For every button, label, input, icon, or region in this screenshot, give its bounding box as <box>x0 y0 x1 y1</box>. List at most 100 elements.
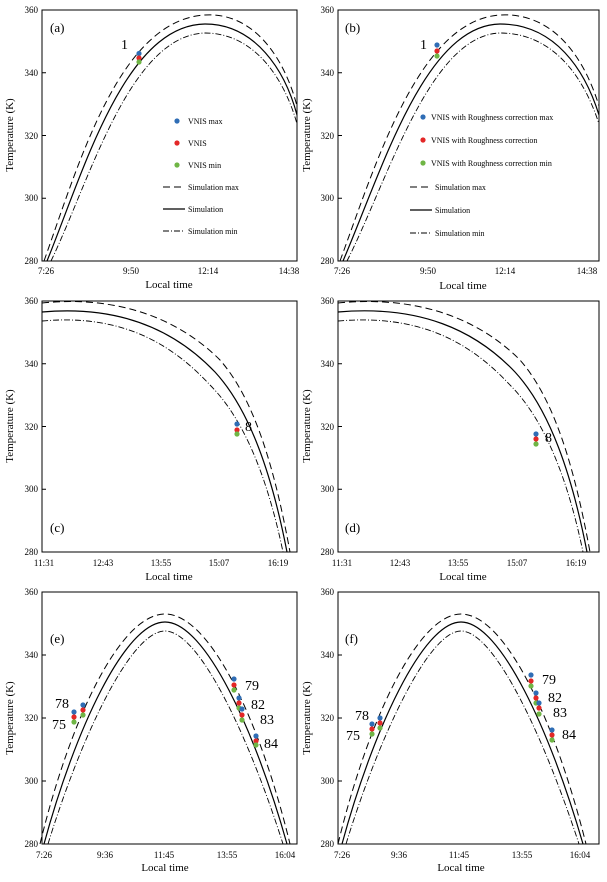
point-annotation: 1 <box>420 38 427 53</box>
simulation-min-line <box>41 319 284 553</box>
legend: VNIS with Roughness correction max VNIS … <box>410 113 553 238</box>
y-tick-label: 300 <box>25 193 39 203</box>
y-tick-label: 360 <box>25 5 39 15</box>
y-ticks: 360 340 320 300 280 <box>321 296 342 557</box>
x-tick-label: 16:19 <box>566 558 587 568</box>
point-annotation: 79 <box>245 679 259 694</box>
simulation-max-line <box>43 14 298 262</box>
vnis-min-point <box>528 683 534 689</box>
x-tick-label: 7:26 <box>334 266 351 276</box>
x-tick-label: 9:36 <box>97 850 114 860</box>
simulation-min-line <box>337 319 584 553</box>
vnis-max-point <box>533 431 539 437</box>
y-axis-label: Temperature (K) <box>4 389 16 463</box>
y-axis-label: Temperature (K) <box>301 389 313 463</box>
panel-label: (e) <box>50 631 64 646</box>
vnis-point <box>234 427 240 433</box>
y-tick-label: 360 <box>321 587 335 597</box>
point-annotation: 84 <box>264 737 278 752</box>
x-tick-label: 9:50 <box>420 266 437 276</box>
x-axis-label: Local time <box>439 571 486 583</box>
y-axis-label: Temperature (K) <box>301 681 313 755</box>
vnis-point <box>71 714 77 720</box>
vnis-max-point <box>533 690 539 696</box>
point-annotation: 82 <box>251 698 265 713</box>
y-ticks: 360 340 320 300 280 <box>321 5 342 266</box>
plot-frame <box>41 300 298 553</box>
vnis-max-point <box>377 715 383 721</box>
vnis-max-point <box>434 42 440 48</box>
y-tick-label: 320 <box>321 131 335 141</box>
x-tick-label: 16:19 <box>268 558 289 568</box>
x-ticks: 7:26 9:36 11:45 13:55 16:04 <box>334 850 591 860</box>
legend-marker <box>174 118 180 124</box>
x-tick-label: 14:38 <box>279 266 300 276</box>
plot-frame <box>41 9 298 262</box>
y-axis-label: Temperature (K) <box>4 681 16 755</box>
x-tick-label: 13:55 <box>217 850 238 860</box>
x-tick-label: 13:55 <box>512 850 533 860</box>
x-tick-label: 11:31 <box>332 558 352 568</box>
legend-label: Simulation max <box>188 183 239 192</box>
vnis-point <box>533 695 539 701</box>
simulation-min-line <box>345 630 580 845</box>
vnis-max-point <box>71 709 77 715</box>
vnis-point <box>236 700 242 706</box>
y-tick-label: 340 <box>25 650 39 660</box>
point-annotation: 8 <box>545 431 552 446</box>
point-annotation: 1 <box>121 38 128 53</box>
vnis-point <box>528 678 534 684</box>
y-tick-label: 280 <box>321 547 335 557</box>
vnis-point <box>377 720 383 726</box>
vnis-max-point <box>369 721 375 727</box>
panel-label: (d) <box>345 520 360 535</box>
x-tick-label: 7:26 <box>38 266 55 276</box>
legend-label: VNIS with Roughness correction min <box>431 159 552 168</box>
vnis-point <box>80 707 86 713</box>
point-annotation: 83 <box>260 713 274 728</box>
x-tick-label: 14:38 <box>577 266 598 276</box>
x-tick-label: 13:55 <box>151 558 172 568</box>
vnis-max-point <box>234 421 240 427</box>
vnis-min-point <box>549 737 555 743</box>
simulation-line <box>341 621 584 845</box>
x-tick-label: 12:43 <box>93 558 114 568</box>
y-tick-label: 320 <box>25 131 39 141</box>
y-tick-label: 340 <box>25 359 39 369</box>
vnis-min-point <box>369 731 375 737</box>
point-annotation: 78 <box>55 697 69 712</box>
simulation-min-line <box>47 630 284 845</box>
vnis-min-point <box>234 431 240 437</box>
point-annotation: 84 <box>562 728 576 743</box>
legend: VNIS max VNIS VNIS min Simulation max Si… <box>163 117 239 236</box>
x-axis-label: Local time <box>141 862 188 874</box>
vnis-min-point <box>377 725 383 731</box>
x-axis-label: Local time <box>439 280 486 292</box>
y-tick-label: 340 <box>321 359 335 369</box>
x-axis-label: Local time <box>145 279 192 291</box>
x-tick-label: 16:04 <box>570 850 591 860</box>
x-tick-label: 9:50 <box>123 266 140 276</box>
y-tick-label: 280 <box>321 839 335 849</box>
vnis-point <box>231 682 237 688</box>
y-tick-label: 280 <box>321 256 335 266</box>
vnis-max-point <box>528 672 534 678</box>
x-axis-label: Local time <box>145 571 192 583</box>
simulation-line <box>43 621 288 845</box>
legend-label: VNIS max <box>188 117 222 126</box>
simulation-max-line <box>337 613 587 845</box>
y-tick-label: 360 <box>321 5 335 15</box>
legend-label: Simulation min <box>435 229 485 238</box>
point-annotation: 82 <box>548 691 562 706</box>
x-tick-label: 15:07 <box>209 558 230 568</box>
legend-marker <box>174 140 180 146</box>
point-annotation: 8 <box>245 420 252 435</box>
panel-label: (f) <box>345 631 358 646</box>
vnis-point <box>136 55 142 61</box>
y-tick-label: 340 <box>321 650 335 660</box>
y-tick-label: 300 <box>25 484 39 494</box>
panel-a: 360 340 320 300 280 7:26 9:50 12:14 14:3… <box>4 5 300 291</box>
panel-label: (c) <box>50 520 64 535</box>
simulation-max-line <box>39 613 291 845</box>
